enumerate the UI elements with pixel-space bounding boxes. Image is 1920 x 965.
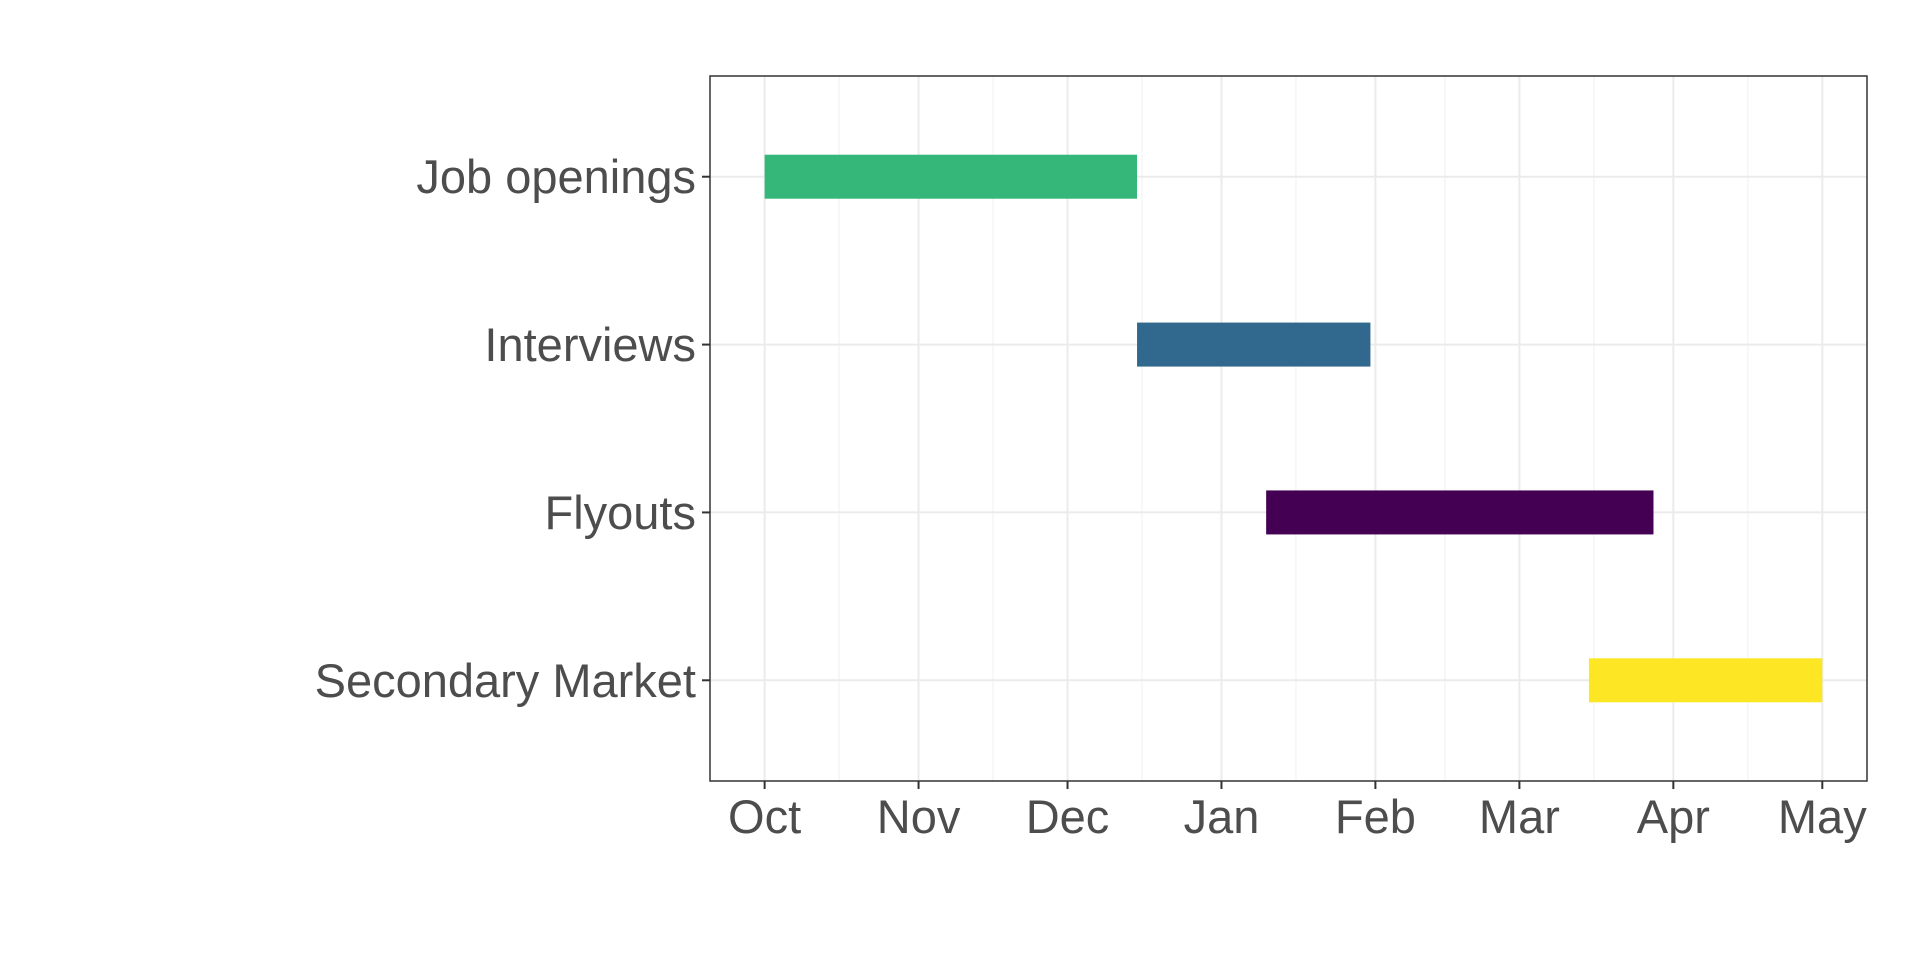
task-bar (1266, 490, 1654, 535)
x-tick-label: May (1778, 790, 1867, 843)
x-tick-label: Dec (1026, 790, 1110, 843)
x-tick-label: Nov (877, 790, 961, 843)
task-bar (1588, 658, 1823, 703)
x-tick-label: Oct (728, 790, 801, 843)
y-tick-label: Job openings (416, 150, 696, 203)
y-axis: Job openings Interviews Flyouts Secondary M… (315, 150, 710, 707)
y-tick-label: Interviews (484, 318, 696, 371)
task-bar (764, 154, 1138, 199)
x-tick-label: Mar (1479, 790, 1560, 843)
x-axis: Oct Nov Dec Jan Feb Mar Apr May (728, 781, 1867, 843)
task-bar (1137, 322, 1371, 367)
y-tick-label: Secondary Market (315, 654, 696, 707)
x-tick-label: Feb (1335, 790, 1416, 843)
x-tick-label: Apr (1637, 790, 1710, 843)
task-bars (764, 154, 1823, 703)
plot-panel-border (709, 75, 1868, 782)
y-tick-label: Flyouts (545, 486, 697, 539)
x-tick-label: Jan (1184, 790, 1260, 843)
